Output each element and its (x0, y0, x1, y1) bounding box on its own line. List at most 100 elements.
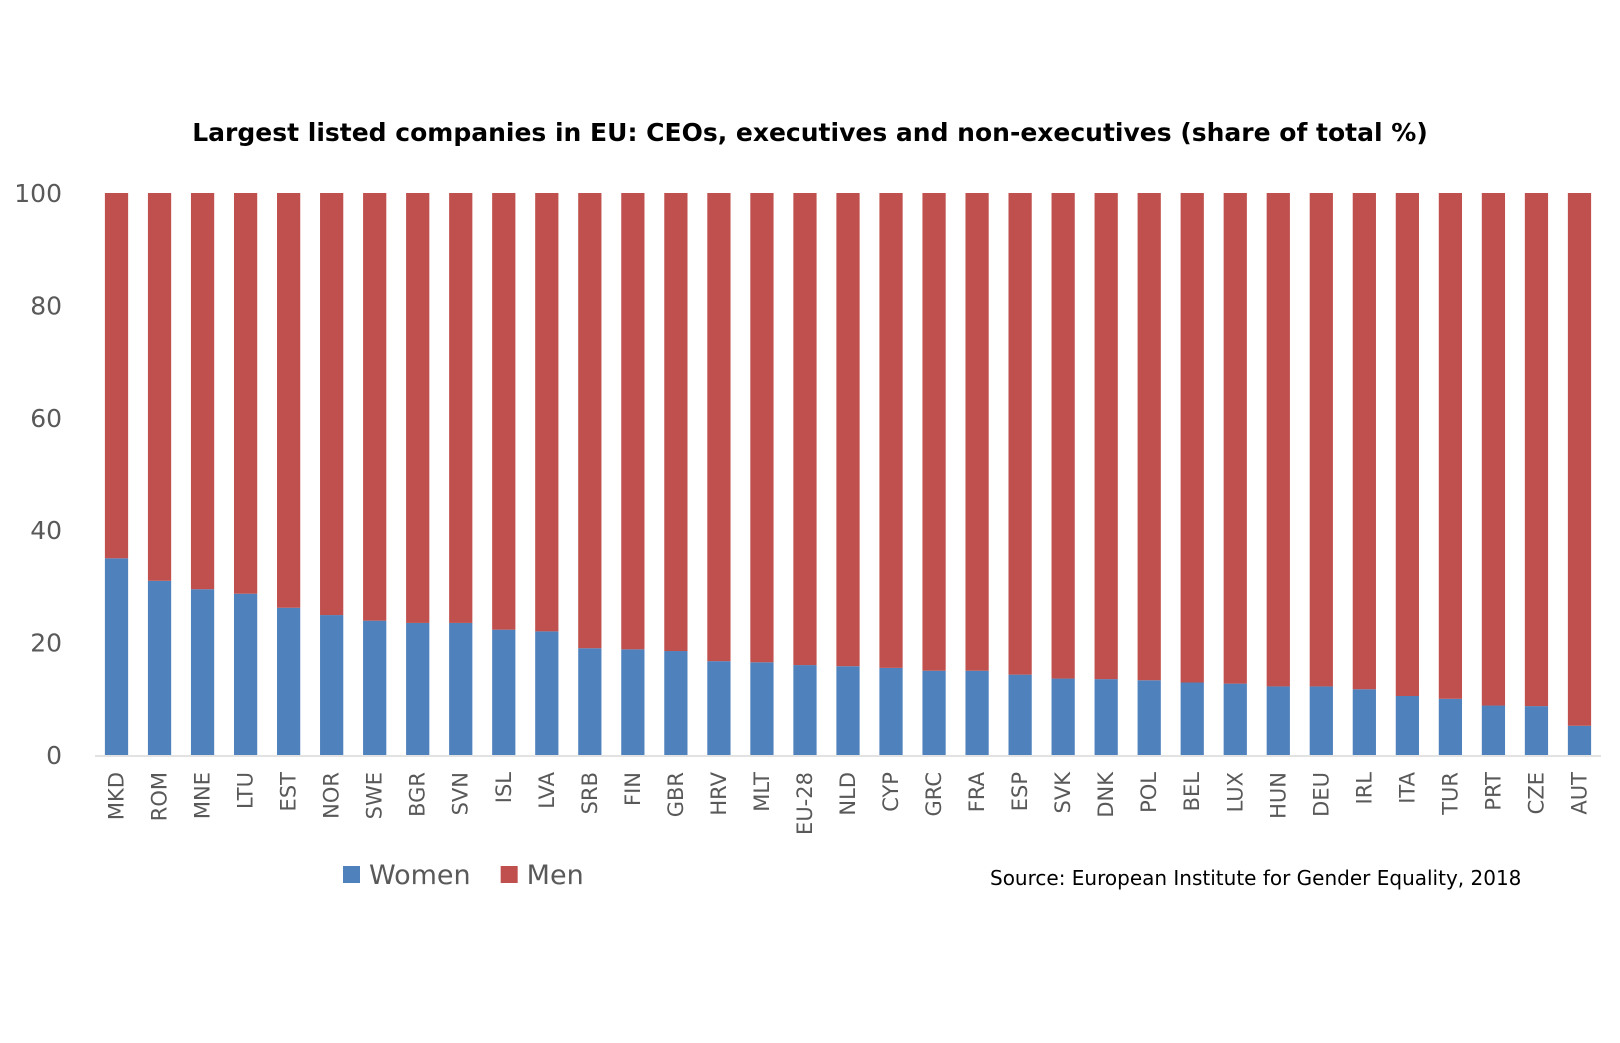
x-tick-label: SWE (363, 772, 387, 819)
bar-women-tur (1438, 698, 1463, 755)
bar-men-bel (1180, 193, 1204, 683)
bar-men-nor (320, 193, 344, 616)
bar-men-grc (922, 193, 946, 671)
x-tick-label: PRT (1481, 772, 1505, 811)
x-tick-label: POL (1137, 772, 1161, 813)
x-tick-label: IRL (1352, 772, 1376, 805)
bar-men-mlt (750, 193, 774, 663)
bar-men-ltu (233, 193, 258, 594)
bar-men-esp (1008, 193, 1032, 675)
bar-women-pol (1137, 680, 1161, 755)
bar-men-aut (1567, 193, 1592, 726)
bar-men-svk (1051, 193, 1075, 679)
bar-women-grc (922, 670, 946, 755)
bar-men-svn (449, 193, 473, 623)
bar-men-nld (836, 193, 860, 667)
y-tick-label: 100 (14, 179, 62, 208)
bars (104, 193, 1592, 755)
bar-women-fin (621, 649, 645, 755)
bar-men-isl (492, 193, 516, 630)
x-tick-label: ROM (148, 772, 172, 821)
bar-men-cze (1524, 193, 1549, 707)
x-tick-label: SRB (578, 772, 602, 814)
bar-women-cyp (879, 667, 903, 755)
bar-women-nld (836, 666, 860, 755)
x-tick-label: ISL (492, 772, 516, 804)
source-note: Source: European Institute for Gender Eq… (990, 866, 1522, 890)
legend-swatch-women (343, 866, 360, 883)
bar-men-fra (965, 193, 989, 671)
chart-title: Largest listed companies in EU: CEOs, ex… (192, 118, 1428, 147)
x-tick-label: SVK (1051, 771, 1075, 814)
bar-women-svn (449, 622, 473, 755)
y-tick-label: 60 (30, 404, 62, 433)
legend-label-women: Women (369, 860, 471, 891)
bar-women-deu (1309, 686, 1333, 755)
bar-women-lva (535, 631, 559, 755)
bar-men-rom (147, 193, 172, 581)
bar-men-srb (578, 193, 602, 649)
bar-men-lux (1223, 193, 1247, 684)
x-tick-label: TUR (1438, 772, 1462, 816)
bar-women-rom (147, 580, 172, 755)
y-tick-label: 40 (30, 516, 62, 545)
bar-women-swe (363, 620, 387, 755)
bar-men-gbr (664, 193, 688, 652)
x-tick-label: GBR (664, 772, 688, 817)
bar-men-ita (1395, 193, 1419, 696)
bar-men-mkd (104, 193, 129, 559)
x-tick-label: GRC (922, 772, 946, 816)
x-tick-label: NOR (320, 772, 344, 819)
bar-women-aut (1567, 725, 1592, 755)
bar-men-hun (1266, 193, 1290, 687)
legend: Women Men (343, 860, 584, 891)
bar-women-lux (1223, 683, 1247, 755)
x-tick-label: DNK (1094, 771, 1118, 818)
x-tick-label: MNE (191, 772, 215, 819)
bar-women-nor (320, 615, 344, 755)
x-tick-label: FIN (621, 772, 645, 806)
x-tick-label: CYP (879, 772, 903, 812)
bar-women-cze (1524, 706, 1549, 755)
bar-women-dnk (1094, 679, 1118, 755)
bar-men-swe (363, 193, 387, 621)
x-tick-label: FRA (965, 771, 989, 812)
x-tick-label: BGR (406, 772, 430, 817)
x-tick-label: HRV (707, 771, 731, 815)
bar-women-gbr (664, 651, 688, 755)
bar-women-isl (492, 629, 516, 755)
x-tick-label: ITA (1395, 771, 1419, 803)
x-tick-label: LTU (234, 772, 258, 809)
bar-women-mkd (104, 558, 129, 755)
bar-women-srb (578, 648, 602, 755)
bar-men-fin (621, 193, 645, 650)
bar-women-mlt (750, 662, 774, 755)
bar-men-bgr (406, 193, 430, 623)
y-axis-ticks: 0 20 40 60 80 100 (14, 179, 62, 770)
bar-men-lva (535, 193, 559, 632)
bar-women-hrv (707, 661, 731, 755)
x-tick-label: AUT (1567, 772, 1591, 815)
x-tick-label: MKD (105, 772, 129, 820)
y-tick-label: 0 (46, 741, 62, 770)
bar-women-irl (1352, 689, 1376, 755)
x-tick-label: HUN (1266, 772, 1290, 819)
bar-men-deu (1309, 193, 1333, 687)
x-tick-label: MLT (750, 772, 774, 812)
bar-men-mne (190, 193, 215, 590)
x-tick-label: LVA (535, 771, 559, 808)
bar-women-ltu (233, 593, 258, 755)
bar-women-hun (1266, 686, 1290, 755)
legend-swatch-men (500, 866, 518, 883)
bar-men-cyp (879, 193, 903, 668)
bar-men-eu-28 (793, 193, 817, 666)
bar-women-prt (1481, 705, 1506, 755)
y-tick-label: 20 (30, 629, 62, 658)
bar-women-ita (1395, 695, 1419, 755)
bar-men-tur (1438, 193, 1463, 699)
x-tick-label: NLD (836, 772, 860, 816)
x-tick-label: DEU (1309, 772, 1333, 817)
bar-men-prt (1481, 193, 1506, 706)
bar-men-dnk (1094, 193, 1118, 680)
